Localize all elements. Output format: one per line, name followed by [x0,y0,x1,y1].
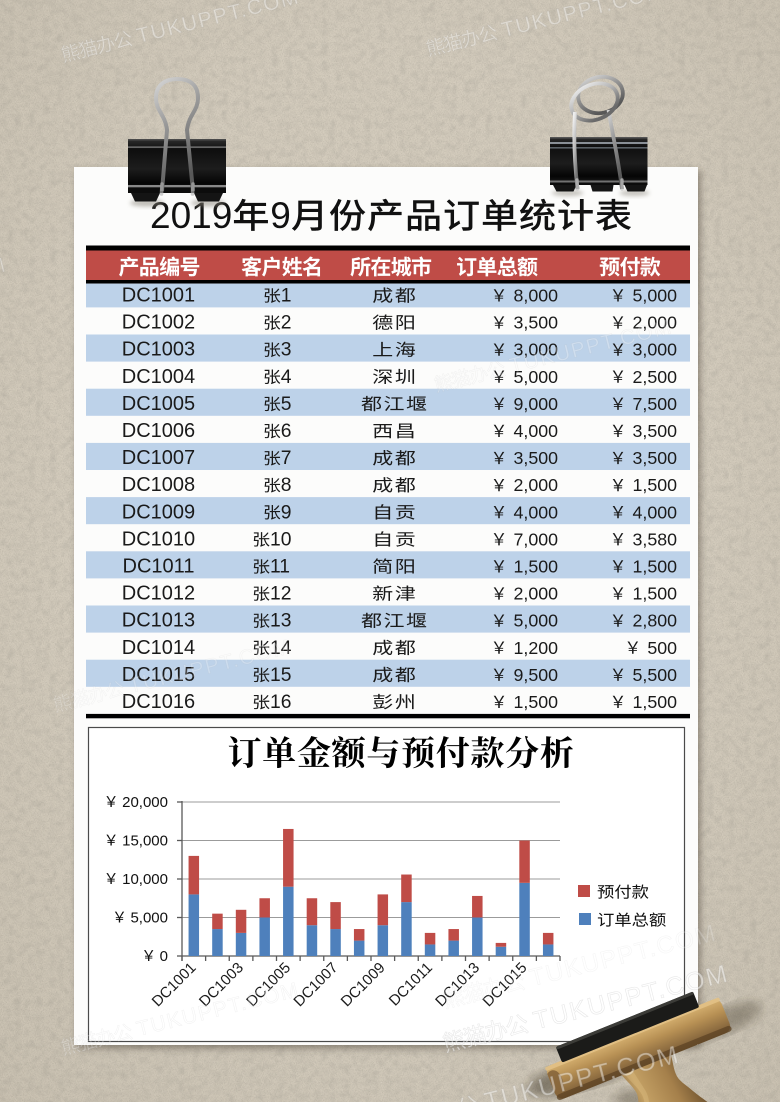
svg-text:3,000: 3,000 [633,340,678,360]
svg-text:1,200: 1,200 [514,638,559,658]
svg-text:DC1001: DC1001 [122,285,195,307]
svg-text:DC1011: DC1011 [123,556,195,578]
svg-text:9: 9 [281,502,292,523]
svg-text:5,000: 5,000 [514,367,559,387]
svg-text:7,000: 7,000 [514,529,559,549]
svg-text:10,000: 10,000 [122,871,168,888]
svg-text:3,500: 3,500 [633,421,678,441]
svg-text:16: 16 [270,692,291,713]
svg-text:1,500: 1,500 [633,475,678,495]
svg-text:4,000: 4,000 [514,421,559,441]
svg-text:DC1006: DC1006 [122,420,195,442]
svg-text:2,000: 2,000 [633,313,678,333]
svg-text:14: 14 [270,638,292,659]
svg-text:2,500: 2,500 [633,367,678,387]
svg-text:2,800: 2,800 [633,611,678,631]
svg-text:DC1013: DC1013 [122,610,195,632]
svg-text:5: 5 [281,394,292,415]
svg-text:12: 12 [270,584,291,605]
svg-text:3: 3 [281,340,292,361]
svg-text:DC1004: DC1004 [122,366,195,388]
svg-text:3,500: 3,500 [514,448,559,468]
svg-text:5,500: 5,500 [633,665,678,685]
svg-text:7: 7 [281,448,292,469]
svg-text:3,500: 3,500 [633,448,678,468]
svg-text:15: 15 [270,665,291,686]
svg-text:2,000: 2,000 [514,584,559,604]
svg-text:3,580: 3,580 [633,529,678,549]
svg-text:1,500: 1,500 [633,692,678,712]
svg-text:DC1008: DC1008 [122,474,195,496]
svg-text:8: 8 [281,475,292,496]
svg-text:DC1012: DC1012 [122,583,195,605]
svg-text:1: 1 [281,286,292,307]
svg-text:1,500: 1,500 [633,557,678,577]
svg-text:1,500: 1,500 [514,557,559,577]
svg-text:DC1005: DC1005 [122,393,195,415]
svg-text:11: 11 [270,557,290,578]
svg-text:DC1009: DC1009 [122,501,195,523]
svg-text:DC1003: DC1003 [122,339,195,361]
svg-text:DC1014: DC1014 [122,637,195,659]
svg-text:4,000: 4,000 [514,502,559,522]
svg-text:DC1016: DC1016 [122,691,195,713]
svg-text:9: 9 [270,195,291,236]
svg-text:5,000: 5,000 [130,910,168,927]
svg-text:2,000: 2,000 [514,475,559,495]
svg-text:DC1010: DC1010 [122,528,195,550]
svg-text:9,500: 9,500 [514,665,559,685]
svg-text:1,500: 1,500 [633,584,678,604]
svg-text:7,500: 7,500 [633,394,678,414]
svg-text:3,000: 3,000 [514,340,559,360]
svg-text:500: 500 [647,638,677,658]
svg-text:3,500: 3,500 [514,313,559,333]
svg-text:DC1002: DC1002 [122,312,195,334]
svg-text:13: 13 [270,611,291,632]
svg-text:20,000: 20,000 [122,794,168,811]
svg-text:4,000: 4,000 [633,502,678,522]
svg-text:0: 0 [160,948,168,965]
svg-text:5,000: 5,000 [514,611,559,631]
svg-text:DC1015: DC1015 [122,664,195,686]
svg-text:DC1007: DC1007 [122,447,195,469]
svg-text:15,000: 15,000 [122,833,168,850]
svg-text:5,000: 5,000 [633,286,678,306]
svg-text:1,500: 1,500 [514,692,559,712]
svg-text:4: 4 [281,367,292,388]
svg-text:9,000: 9,000 [514,394,559,414]
svg-text:10: 10 [270,529,291,550]
svg-text:2: 2 [281,313,292,334]
svg-text:8,000: 8,000 [514,286,559,306]
svg-text:6: 6 [281,421,292,442]
